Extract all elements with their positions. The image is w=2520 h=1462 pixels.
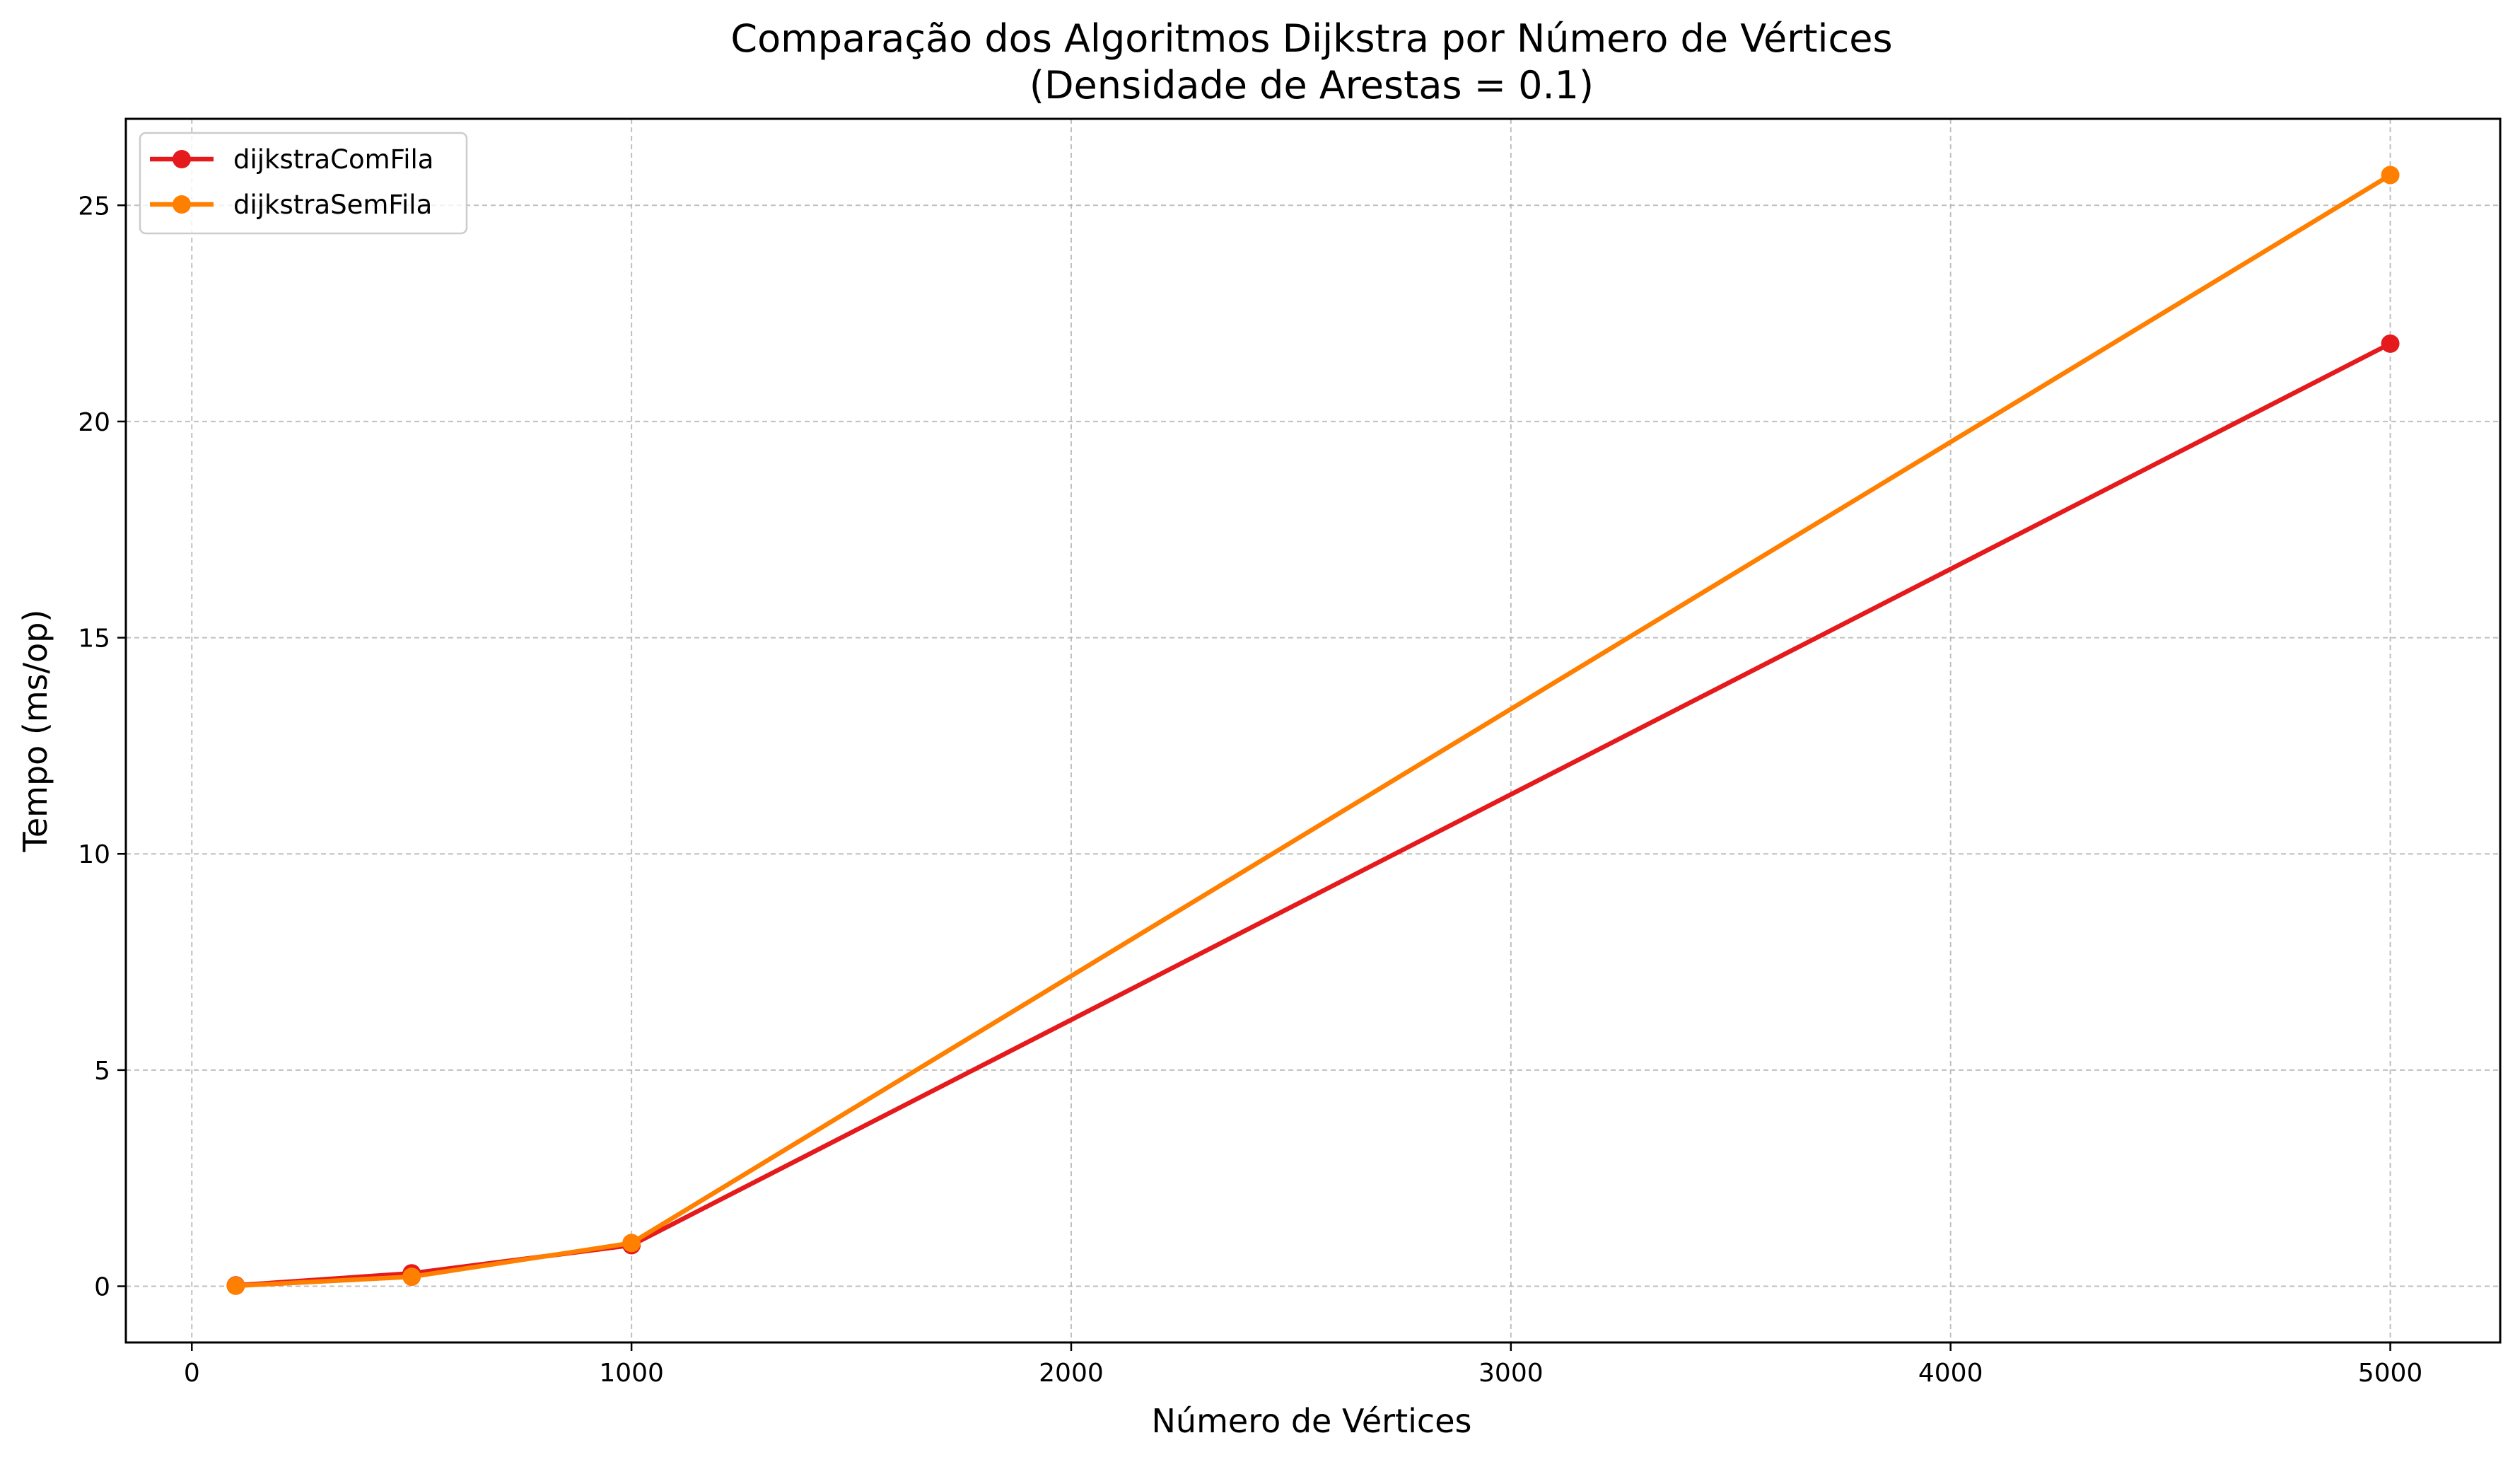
legend-entry: dijkstraSemFila [150, 190, 432, 220]
y-tick-label: 15 [78, 625, 110, 654]
chart-title-line2: (Densidade de Arestas = 0.1) [1029, 63, 1594, 108]
legend-label: dijkstraSemFila [233, 190, 432, 220]
legend-marker [173, 195, 191, 214]
legend-marker [173, 150, 191, 168]
y-tick-label: 20 [78, 408, 110, 437]
series-lines [226, 166, 2400, 1295]
data-point [226, 1276, 245, 1295]
y-axis-ticks: 0 5 10 15 20 25 [78, 192, 126, 1302]
data-point [402, 1267, 421, 1287]
chart-title-line1: Comparação dos Algoritmos Dijkstra por N… [730, 16, 1892, 61]
x-tick-label: 4000 [1918, 1359, 1983, 1388]
x-tick-label: 5000 [2358, 1359, 2423, 1388]
x-tick-label: 3000 [1478, 1359, 1544, 1388]
legend: dijkstraComFila dijkstraSemFila [139, 132, 468, 235]
x-axis-ticks: 0 1000 2000 3000 4000 5000 [184, 1342, 2423, 1388]
grid-lines [126, 119, 2500, 1342]
y-axis-label: Tempo (ms/op) [16, 610, 54, 853]
legend-entry: dijkstraComFila [150, 144, 433, 175]
series-line [233, 173, 2393, 1289]
y-tick-label: 10 [78, 840, 110, 869]
axes-frame [124, 117, 2502, 1344]
y-tick-label: 5 [94, 1057, 110, 1086]
x-tick-label: 0 [184, 1359, 200, 1388]
data-point [622, 1234, 641, 1253]
x-tick-label: 1000 [599, 1359, 664, 1388]
y-tick-label: 0 [94, 1273, 110, 1302]
x-axis-label: Número de Vértices [1152, 1402, 1472, 1440]
legend-box [139, 132, 468, 235]
y-tick-label: 25 [78, 192, 110, 221]
x-tick-label: 2000 [1039, 1359, 1104, 1388]
data-point [2381, 334, 2400, 353]
legend-label: dijkstraComFila [233, 144, 433, 175]
series-dijkstraSemFila [226, 166, 2400, 1295]
data-point [2381, 166, 2400, 185]
